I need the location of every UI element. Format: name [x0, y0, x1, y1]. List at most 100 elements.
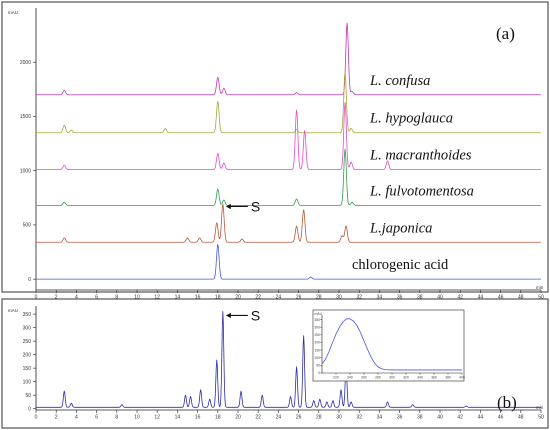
panel-b-x-tick-label: 6: [95, 415, 98, 421]
panel-b-x-tick-label: 34: [377, 415, 383, 421]
trace-l-hypoglauca: [36, 71, 541, 134]
panel-b-x-tick-label: 0: [35, 415, 38, 421]
inset-y-tick-label: 250: [314, 333, 320, 337]
panel-a-x-tick-label: 20: [235, 295, 241, 301]
inset-y-tick-label: 200: [314, 341, 320, 345]
panel-a-x-tick-label: 14: [175, 295, 181, 301]
panel-b-y-tick-label: 300: [23, 325, 32, 331]
panel-a-x-tick-label: 44: [478, 295, 484, 301]
panel-b-label: (b): [497, 393, 517, 412]
panel-a-x-tick-label: 10: [134, 295, 140, 301]
trace-label: L.japonica: [369, 220, 432, 236]
panel-b-x-tick-label: 12: [154, 415, 160, 421]
inset-y-tick-label: 0: [318, 371, 320, 375]
inset-x-tick-label: 400: [459, 376, 465, 380]
panel-a-x-tick-label: 38: [417, 295, 423, 301]
inset-y-tick-label: 50: [316, 364, 320, 368]
panel-a-x-tick-label: 42: [457, 295, 463, 301]
panel-b-x-tick-label: 42: [457, 415, 463, 421]
panel-b-x-tick-label: 36: [397, 415, 403, 421]
panel-b-x-tick-label: 50: [538, 415, 544, 421]
panel-b-x-tick-label: 8: [115, 415, 118, 421]
trace-label: L. hypoglauca: [369, 111, 453, 127]
inset-y-unit: mAU: [315, 312, 323, 316]
inset-x-tick-label: 360: [431, 376, 437, 380]
panel-b-y-tick-label: 150: [23, 366, 32, 372]
panel-a-x-tick-label: 26: [296, 295, 302, 301]
panel-b-s-label: S: [251, 307, 260, 323]
panel-b-x-tick-label: 24: [276, 415, 282, 421]
panel-a-x-tick-label: 40: [437, 295, 443, 301]
panel-b-x-tick-label: 2: [55, 415, 58, 421]
trace-l-fulvotomentosa: [36, 148, 541, 206]
trace-label: L. fulvotomentosa: [369, 183, 474, 199]
panel-b-y-unit: mAU: [8, 308, 18, 313]
trace-label: L. macranthoides: [369, 148, 472, 164]
trace-l-confusa: [36, 22, 541, 96]
inset-y-tick-label: 100: [314, 356, 320, 360]
panel-a-x-tick-label: 30: [336, 295, 342, 301]
panel-b-x-tick-label: 26: [296, 415, 302, 421]
panel-b-frame: [1, 298, 549, 429]
panel-b-x-tick-label: 22: [255, 415, 261, 421]
panel-b-x-tick-label: 40: [437, 415, 443, 421]
panel-b-x-tick-label: 38: [417, 415, 423, 421]
panel-a-label: (a): [496, 24, 515, 43]
panel-a-y-tick-label: 0: [28, 277, 31, 283]
panel-b-x-tick-label: 18: [215, 415, 221, 421]
panel-b-x-tick-label: 16: [195, 415, 201, 421]
inset-y-tick-label: 300: [314, 325, 320, 329]
panel-a-x-unit: min: [536, 285, 544, 290]
panel-a-x-tick-label: 46: [498, 295, 504, 301]
trace-sample: [36, 311, 541, 408]
panel-b-y-tick-label: 0: [28, 406, 31, 412]
panel-a-y-tick-label: 1000: [20, 168, 31, 174]
panel-a-x-tick-label: 18: [215, 295, 221, 301]
panel-a-x-tick-label: 36: [397, 295, 403, 301]
panel-b-x-tick-label: 44: [478, 415, 484, 421]
panel-a-x-tick-label: 2: [55, 295, 58, 301]
trace-l-macranthoides: [36, 101, 541, 171]
panel-a-x-tick-label: 4: [75, 295, 78, 301]
panel-b-y-tick-label: 100: [23, 379, 32, 385]
panel-a-x-tick-label: 34: [377, 295, 383, 301]
panel-b-y-tick-label: 200: [23, 352, 32, 358]
panel-a-x-tick-label: 8: [115, 295, 118, 301]
panel-b-x-tick-label: 48: [518, 415, 524, 421]
panel-a-frame: [1, 1, 549, 293]
trace-label: L. confusa: [369, 73, 430, 89]
panel-b-x-tick-label: 28: [316, 415, 322, 421]
inset-y-tick-label: 350: [314, 318, 320, 322]
inset-x-tick-label: 300: [389, 376, 395, 380]
panel-b-x-tick-label: 4: [75, 415, 78, 421]
inset-x-tick-label: 320: [403, 376, 409, 380]
panel-a-x-tick-label: 6: [95, 295, 98, 301]
inset-x-tick-label: 340: [417, 376, 423, 380]
inset-x-tick-label: 380: [445, 376, 451, 380]
panel-b-x-tick-label: 46: [498, 415, 504, 421]
trace-l-japonica: [36, 203, 541, 243]
inset-x-tick-label: 240: [347, 376, 353, 380]
panel-a-y-tick-label: 2000: [20, 60, 31, 66]
inset-x-tick-label: 220: [333, 376, 339, 380]
panel-b-s-arrowhead: [225, 312, 231, 319]
panel-b-x-tick-label: 30: [336, 415, 342, 421]
panel-a-x-tick-label: 28: [316, 295, 322, 301]
panel-b-x-tick-label: 10: [134, 415, 140, 421]
panel-a-x-tick-label: 12: [154, 295, 160, 301]
panel-b-y-tick-label: 50: [25, 393, 31, 399]
panel-a-x-tick-label: 0: [35, 295, 38, 301]
panel-a-y-tick-label: 500: [23, 223, 32, 229]
panel-a-y-tick-label: 1500: [20, 114, 31, 120]
panel-b-y-tick-label: 350: [23, 312, 32, 318]
panel-a-x-tick-label: 32: [356, 295, 362, 301]
panel-a-x-tick-label: 16: [195, 295, 201, 301]
inset-x-tick-label: 280: [375, 376, 381, 380]
inset-uv-spectrum: [321, 318, 462, 371]
inset-y-tick-label: 150: [314, 348, 320, 352]
panel-b-y-tick-label: 250: [23, 339, 32, 345]
